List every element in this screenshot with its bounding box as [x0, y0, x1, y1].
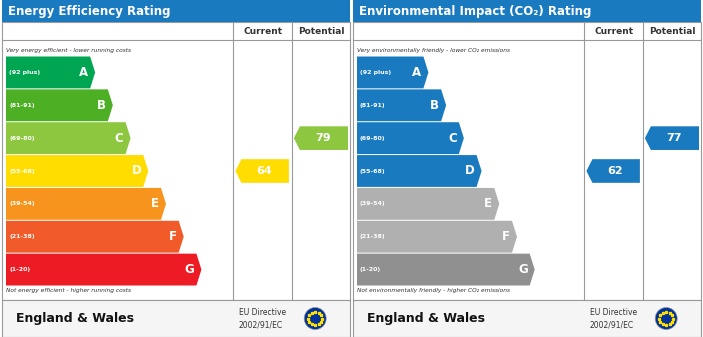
- Text: (39-54): (39-54): [9, 201, 34, 206]
- Text: E: E: [151, 197, 159, 210]
- Text: EU Directive: EU Directive: [590, 308, 637, 317]
- Polygon shape: [294, 126, 348, 150]
- Text: (39-54): (39-54): [360, 201, 386, 206]
- Text: D: D: [131, 164, 141, 178]
- Text: 2002/91/EC: 2002/91/EC: [590, 320, 634, 329]
- Text: (55-68): (55-68): [360, 168, 386, 174]
- Text: F: F: [169, 230, 176, 243]
- Text: F: F: [502, 230, 510, 243]
- Polygon shape: [6, 221, 183, 253]
- Polygon shape: [357, 89, 446, 121]
- Polygon shape: [6, 188, 166, 220]
- Text: D: D: [465, 164, 475, 178]
- Text: Not energy efficient - higher running costs: Not energy efficient - higher running co…: [6, 288, 131, 293]
- Polygon shape: [6, 57, 95, 88]
- Text: B: B: [430, 99, 439, 112]
- Text: (69-80): (69-80): [360, 136, 385, 141]
- Text: E: E: [484, 197, 492, 210]
- Bar: [353, 0, 701, 22]
- Text: England & Wales: England & Wales: [16, 312, 134, 325]
- Text: 79: 79: [315, 133, 330, 143]
- Text: (21-38): (21-38): [360, 234, 386, 239]
- Bar: [2, 300, 350, 337]
- Text: (21-38): (21-38): [9, 234, 34, 239]
- Text: A: A: [412, 66, 421, 79]
- Polygon shape: [6, 155, 148, 187]
- Polygon shape: [6, 89, 113, 121]
- Text: Very environmentally friendly - lower CO₂ emissions: Very environmentally friendly - lower CO…: [357, 48, 510, 53]
- Bar: [353, 22, 701, 300]
- Polygon shape: [6, 254, 202, 285]
- Text: (55-68): (55-68): [9, 168, 34, 174]
- Text: B: B: [97, 99, 106, 112]
- Text: G: G: [185, 263, 195, 276]
- Text: Very energy efficient - lower running costs: Very energy efficient - lower running co…: [6, 48, 131, 53]
- Text: C: C: [448, 132, 457, 145]
- Text: (81-91): (81-91): [360, 103, 386, 108]
- Text: (1-20): (1-20): [360, 267, 381, 272]
- Polygon shape: [586, 159, 640, 183]
- Text: Not environmentally friendly - higher CO₂ emissions: Not environmentally friendly - higher CO…: [357, 288, 510, 293]
- Text: 64: 64: [257, 166, 272, 176]
- Polygon shape: [645, 126, 699, 150]
- Text: 2002/91/EC: 2002/91/EC: [238, 320, 283, 329]
- Text: (81-91): (81-91): [9, 103, 34, 108]
- Text: Environmental Impact (CO₂) Rating: Environmental Impact (CO₂) Rating: [359, 4, 591, 18]
- Text: 62: 62: [607, 166, 623, 176]
- Text: Energy Efficiency Rating: Energy Efficiency Rating: [8, 4, 171, 18]
- Text: C: C: [115, 132, 124, 145]
- Polygon shape: [357, 122, 464, 154]
- Text: (1-20): (1-20): [9, 267, 30, 272]
- Text: Potential: Potential: [297, 27, 344, 35]
- Text: 77: 77: [666, 133, 682, 143]
- Text: (69-80): (69-80): [9, 136, 34, 141]
- Polygon shape: [236, 159, 289, 183]
- Polygon shape: [357, 57, 428, 88]
- Polygon shape: [357, 254, 535, 285]
- Text: Current: Current: [243, 27, 282, 35]
- Text: Current: Current: [594, 27, 633, 35]
- Circle shape: [655, 307, 677, 330]
- Polygon shape: [357, 155, 482, 187]
- Text: (92 plus): (92 plus): [360, 70, 391, 75]
- Circle shape: [304, 307, 326, 330]
- Polygon shape: [357, 221, 517, 253]
- Bar: [353, 300, 701, 337]
- Text: A: A: [79, 66, 88, 79]
- Bar: [2, 0, 350, 22]
- Bar: [2, 22, 350, 300]
- Text: England & Wales: England & Wales: [367, 312, 485, 325]
- Text: Potential: Potential: [649, 27, 695, 35]
- Polygon shape: [357, 188, 499, 220]
- Text: EU Directive: EU Directive: [238, 308, 285, 317]
- Text: G: G: [518, 263, 528, 276]
- Text: (92 plus): (92 plus): [9, 70, 40, 75]
- Polygon shape: [6, 122, 131, 154]
